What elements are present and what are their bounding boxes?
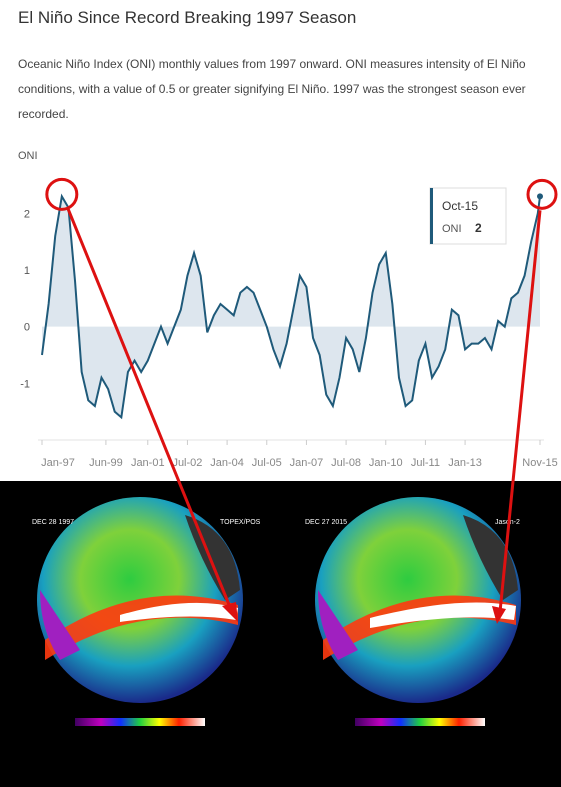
land: [185, 515, 240, 600]
y-tick-label: 2: [24, 208, 30, 220]
y-axis-label: ONI: [18, 150, 38, 162]
y-tick-label: 1: [24, 265, 30, 277]
x-tick-label: Jul-05: [252, 457, 282, 469]
x-tick-label: Jul-02: [172, 457, 202, 469]
chart-subtitle: Oceanic Niño Index (ONI) monthly values …: [18, 57, 526, 121]
area: [42, 196, 540, 418]
colorbar: [355, 718, 485, 726]
y-tick-label: -1: [20, 378, 30, 390]
x-tick-label: Jan-97: [41, 457, 75, 469]
anomaly: [318, 590, 358, 660]
arrow: [66, 207, 234, 613]
tooltip: [429, 187, 507, 245]
x-tick-label: Nov-15: [522, 457, 557, 469]
globes: DEC 28 1997 TOPEX/POS DEC 27 2015 Jason-…: [32, 497, 521, 726]
image-date: DEC 28 1997: [32, 519, 74, 526]
plot: ONI -1 0 1 2 Jan-97 Jun-99 Jan-01 Jul-02 Jan-04 Ju…: [18, 150, 558, 469]
x-tick-label: Jul-11: [411, 457, 440, 469]
x-tick-label: Jan-01: [131, 457, 165, 469]
x-tick-label: Jul-08: [331, 457, 361, 469]
tooltip-name: ONI: [442, 223, 462, 235]
arrowhead: [492, 606, 506, 624]
image-date: DEC 27 2015: [305, 519, 347, 526]
highlight-circle: [45, 177, 79, 211]
anomaly: [120, 602, 238, 622]
line: [41, 193, 541, 420]
highlight-circle: [526, 178, 558, 210]
x-tick-label: Jan-04: [210, 457, 244, 469]
x-tick-label: Jan-13: [448, 457, 482, 469]
x-tick-label: Jan-07: [290, 457, 324, 469]
x-tick-label: Jun-99: [89, 457, 123, 469]
x-tick-label: Jan-10: [369, 457, 403, 469]
tooltip-value: 2: [475, 221, 482, 235]
chart-title: El Niño Since Record Breaking 1997 Seaso…: [18, 8, 357, 27]
arrowhead: [222, 602, 238, 622]
arrow: [498, 210, 542, 613]
y-tick-label: 0: [24, 322, 30, 334]
colorbar: [75, 718, 205, 726]
tooltip-bar: [430, 188, 433, 244]
anomaly: [40, 590, 80, 660]
image-mission: TOPEX/POS: [220, 519, 261, 526]
hover-point: [537, 193, 543, 200]
tooltip-date: Oct-15: [442, 199, 478, 213]
anomaly: [370, 602, 516, 628]
